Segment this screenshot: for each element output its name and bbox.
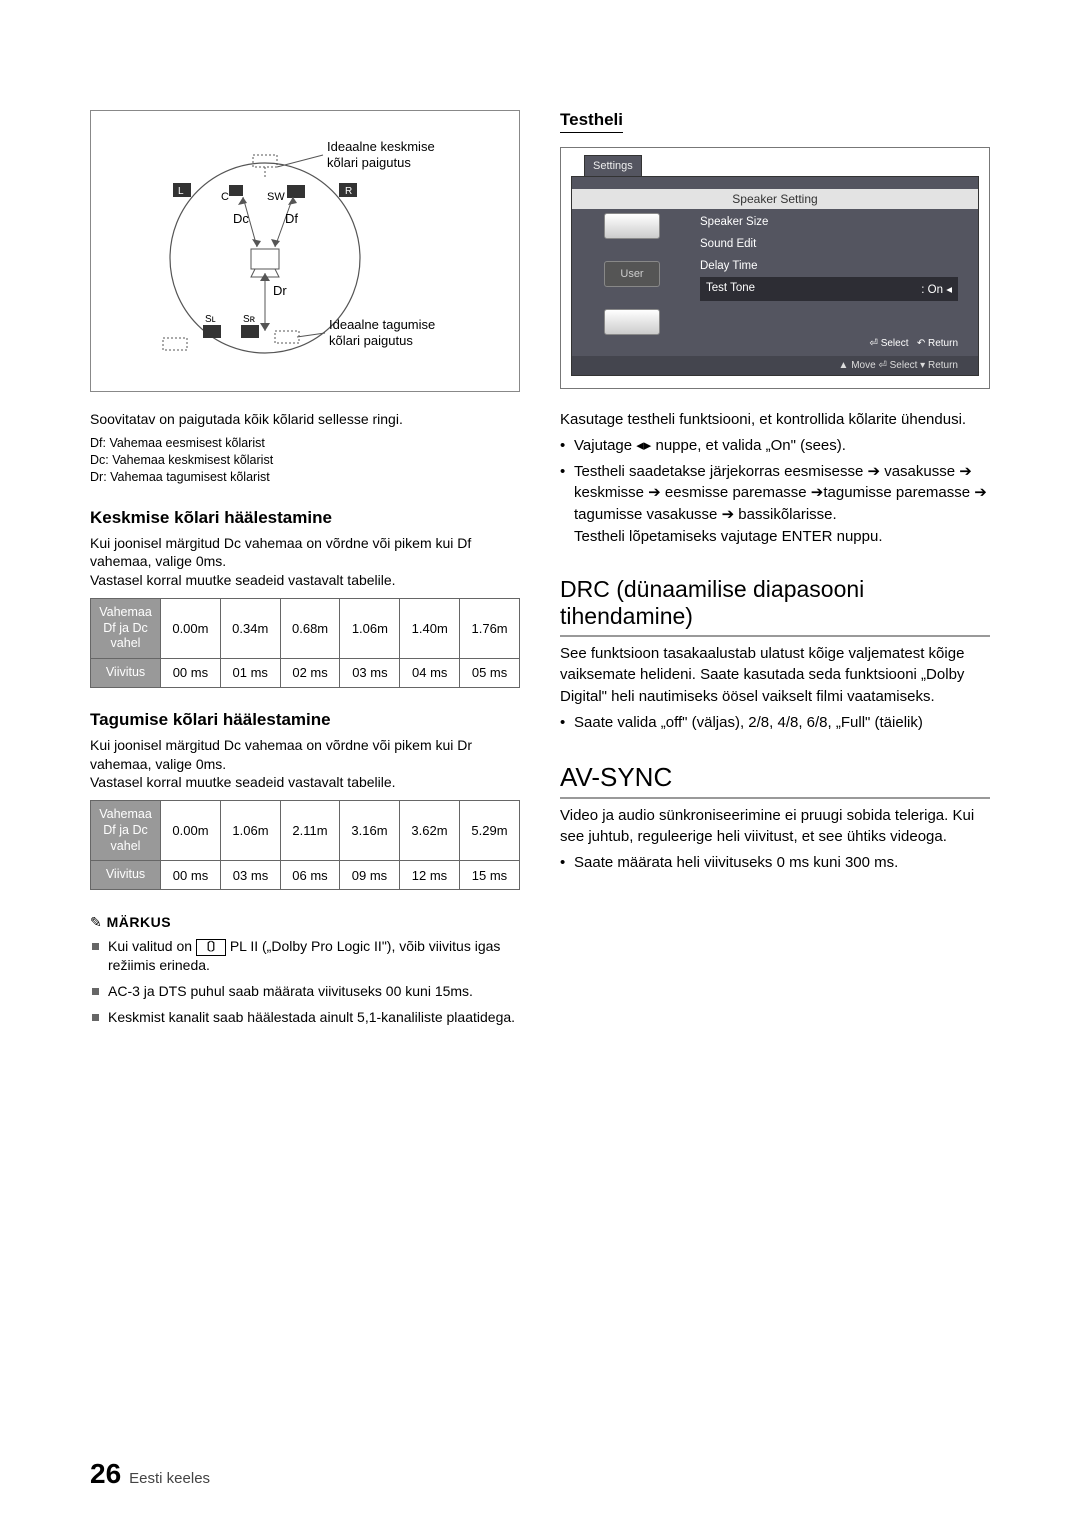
osd-item-test-tone[interactable]: Test Tone: On ◂ bbox=[700, 277, 958, 301]
testheli-heading: Testheli bbox=[560, 110, 623, 133]
osd-screenshot: Settings Speaker Setting User Speaker Si… bbox=[560, 147, 990, 389]
svg-text:C: C bbox=[221, 191, 229, 203]
svg-text:Df: Df bbox=[285, 211, 298, 226]
osd-item-speaker-size[interactable]: Speaker Size bbox=[700, 211, 958, 233]
testheli-para: Kasutage testheli funktsiooni, et kontro… bbox=[560, 409, 990, 431]
osd-title-band: Speaker Setting bbox=[572, 189, 978, 209]
svg-text:kõlari paigutus: kõlari paigutus bbox=[327, 155, 411, 170]
diagram-legend-1: Df: Vahemaa eesmisest kõlarist bbox=[90, 435, 520, 452]
note-list: Kui valitud on 〔〕 PL II („Dolby Pro Logi… bbox=[90, 937, 520, 1027]
note-heading: MÄRKUS bbox=[90, 914, 520, 931]
diagram-caption: Soovitatav on paigutada kõik kõlarid sel… bbox=[90, 410, 520, 429]
avsync-para: Video ja audio sünkroniseerimine ei pruu… bbox=[560, 805, 990, 849]
osd-speaker-icon bbox=[604, 309, 660, 335]
center-body-1: Kui joonisel märgitud Dc vahemaa on võrd… bbox=[90, 534, 520, 572]
testheli-bullet-2: Testheli saadetakse järjekorras eesmises… bbox=[560, 461, 990, 548]
svg-text:L: L bbox=[178, 186, 184, 197]
osd-item-delay-time[interactable]: Delay Time bbox=[700, 255, 958, 277]
osd-user-button[interactable]: User bbox=[604, 261, 660, 287]
rear-body-1: Kui joonisel märgitud Dc vahemaa on võrd… bbox=[90, 736, 520, 774]
center-body-2: Vastasel korral muutke seadeid vastavalt… bbox=[90, 571, 520, 590]
drc-heading: DRC (dünaamilise diapasooni tihendamine) bbox=[560, 576, 990, 637]
svg-text:Ideaalne tagumise: Ideaalne tagumise bbox=[329, 317, 435, 332]
center-delay-table: Vahemaa Df ja Dc vahel 0.00m0.34m0.68m 1… bbox=[90, 598, 520, 688]
avsync-heading: AV-SYNC bbox=[560, 762, 990, 799]
drc-bullet: Saate valida „off" (väljas), 2/8, 4/8, 6… bbox=[560, 712, 990, 734]
page-footer: 26Eesti keeles bbox=[90, 1458, 210, 1490]
svg-text:R: R bbox=[345, 186, 352, 197]
svg-text:SW: SW bbox=[267, 191, 285, 203]
diagram-legend-3: Dr: Vahemaa tagumisest kõlarist bbox=[90, 469, 520, 486]
osd-item-sound-edit[interactable]: Sound Edit bbox=[700, 233, 958, 255]
svg-text:Sʟ: Sʟ bbox=[205, 314, 216, 325]
diagram-legend-2: Dc: Vahemaa keskmisest kõlarist bbox=[90, 452, 520, 469]
drc-para: See funktsioon tasakaalustab ulatust kõi… bbox=[560, 643, 990, 708]
svg-text:kõlari paigutus: kõlari paigutus bbox=[329, 333, 413, 348]
svg-text:Dc: Dc bbox=[233, 211, 249, 226]
center-speaker-heading: Keskmise kõlari häälestamine bbox=[90, 508, 520, 528]
svg-text:Dr: Dr bbox=[273, 283, 287, 298]
svg-text:Sʀ: Sʀ bbox=[243, 314, 256, 325]
rear-delay-table: Vahemaa Df ja Dc vahel 0.00m1.06m2.11m 3… bbox=[90, 800, 520, 890]
rear-body-2: Vastasel korral muutke seadeid vastavalt… bbox=[90, 773, 520, 792]
svg-text:Ideaalne keskmise: Ideaalne keskmise bbox=[327, 139, 435, 154]
speaker-placement-diagram: Dc Df Dr L R C SW Sʟ Sʀ bbox=[90, 110, 520, 392]
avsync-bullet: Saate määrata heli viivituseks 0 ms kuni… bbox=[560, 852, 990, 874]
rear-speaker-heading: Tagumise kõlari häälestamine bbox=[90, 710, 520, 730]
placement-svg: Dc Df Dr L R C SW Sʟ Sʀ bbox=[125, 123, 485, 373]
testheli-bullet-1: Vajutage ◂▸ nuppe, et valida „On" (sees)… bbox=[560, 435, 990, 457]
osd-speaker-icon bbox=[604, 213, 660, 239]
osd-tab: Settings bbox=[584, 155, 642, 176]
